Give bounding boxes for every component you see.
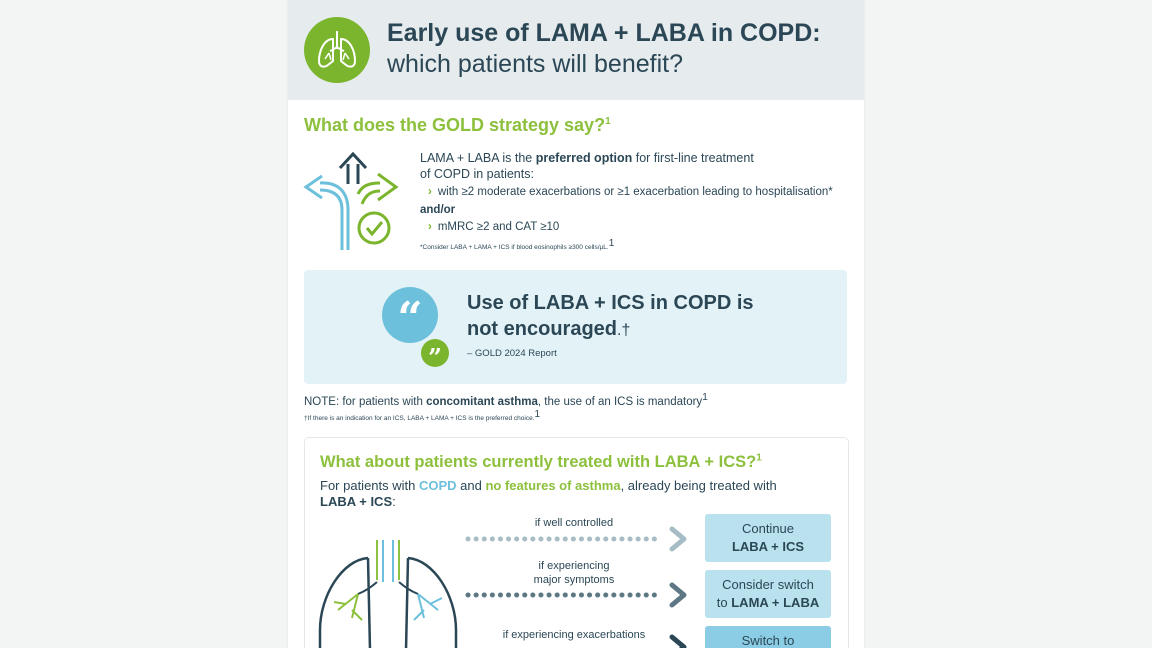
lungs-illustration-icon [318,540,458,648]
gold-bullet-mmrc: › mMRC ≥2 and CAT ≥10 [428,221,560,233]
panel-intro-line1: For patients with COPD and no features o… [320,478,777,493]
lungs-icon [317,31,357,68]
dotted-arrow-icon [669,634,687,648]
outcome-switch-to: Switch to [705,626,831,648]
gold-section-heading: What does the GOLD strategy say?1 [304,115,611,135]
panel-heading: What about patients currently treated wi… [320,452,762,471]
gold-intro-line2: of COPD in patients: [420,167,534,181]
page-subtitle: which patients will benefit? [387,50,683,78]
quote-close-icon: ” [421,339,449,372]
chevron-right-icon: › [428,221,432,233]
dotted-arrow-icon [465,582,687,608]
quote-source: – GOLD 2024 Report [467,348,557,359]
and-or-label: and/or [420,204,456,216]
outcome-continue-laba-ics: Continue LABA + ICS [705,514,831,562]
condition-exacerbations: if experiencing exacerbations [502,629,646,641]
gold-bullet-exacerbations: › with ≥2 moderate exacerbations or ≥1 ex… [428,186,833,198]
outcome-consider-switch: Consider switch to LAMA + LABA [705,570,831,618]
panel-intro-line2: LABA + ICS: [320,494,396,509]
lungs-icon-badge [304,17,370,83]
dotted-arrow-icon [465,526,687,552]
condition-well-controlled: if well controlled [534,517,614,529]
infographic-page: Early use of LAMA + LABA in COPD: which … [288,0,864,648]
quote-text: Use of LABA + ICS in COPD is not encoura… [467,292,754,340]
header-banner: Early use of LAMA + LABA in COPD: which … [288,0,864,100]
direction-arrows-icon [303,151,399,250]
svg-text:”: ” [428,343,442,372]
gold-footnote: *Consider LABA + LAMA + ICS if blood eos… [420,238,615,252]
ics-footnote: †If there is an indication for an ICS, L… [304,409,541,423]
page-title: Early use of LAMA + LABA in COPD: [387,19,821,47]
svg-text:“: “ [397,293,422,344]
asthma-note: NOTE: for patients with concomitant asth… [304,392,708,408]
quote-open-icon: “ [382,287,438,344]
chevron-right-icon: › [428,186,432,198]
condition-major-symptoms: if experiencing major symptoms [533,560,615,586]
gold-intro-line1: LAMA + LABA is the preferred option for … [420,151,754,165]
